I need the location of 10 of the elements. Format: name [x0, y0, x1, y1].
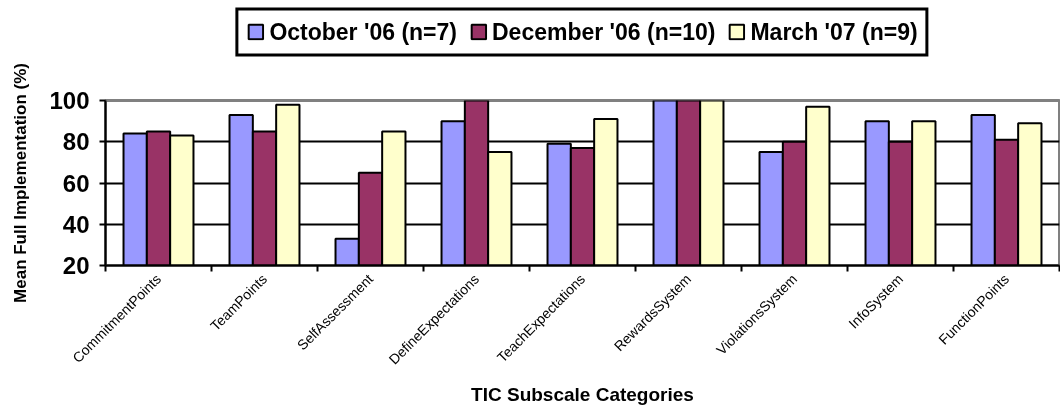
y-tick-label: 40 — [62, 210, 90, 238]
x-axis-title: TIC Subscale Categories — [471, 384, 694, 406]
y-axis-title: Mean Full Implementation (%) — [11, 63, 31, 303]
legend-label: March '07 (n=9) — [750, 18, 918, 45]
y-tick-label: 20 — [62, 252, 90, 279]
legend-label: December '06 (n=10) — [491, 18, 716, 45]
y-tick-label: 80 — [62, 128, 90, 156]
y-tick-label: 100 — [49, 87, 90, 114]
y-tick-label: 60 — [62, 169, 90, 197]
legend-label: October '06 (n=7) — [269, 18, 457, 45]
